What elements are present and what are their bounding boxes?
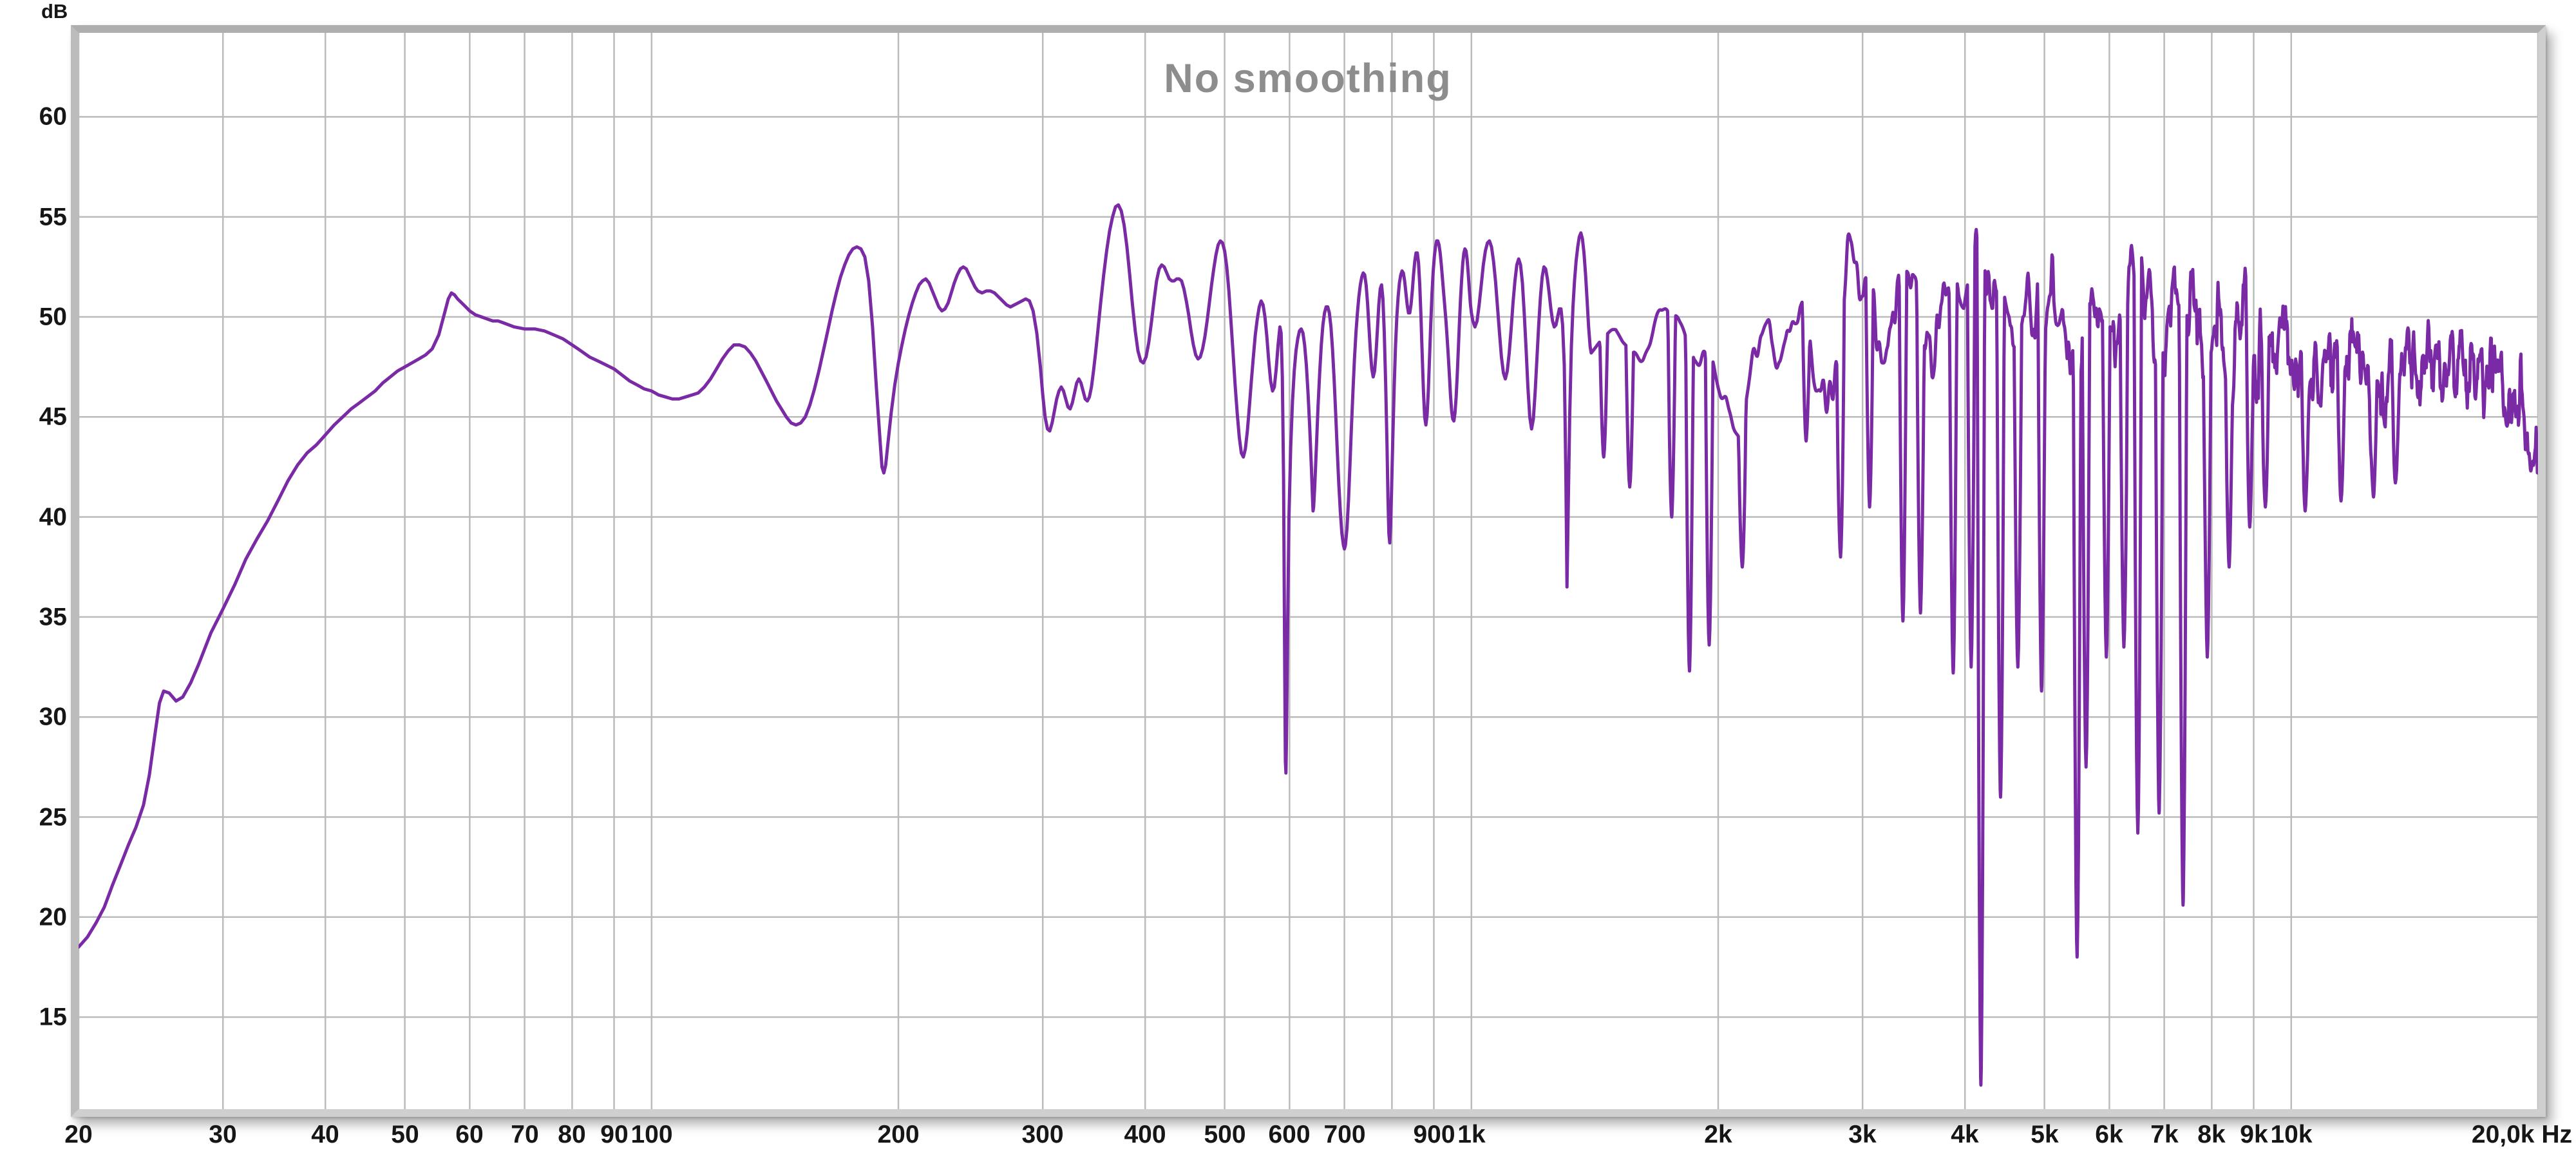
x-tick-label: 100 [630,1121,673,1148]
y-tick-label: 30 [39,703,67,731]
y-tick-label: 20 [39,903,67,931]
x-tick-label: 4k [1951,1121,1979,1148]
x-tick-label: 20 [64,1121,93,1148]
x-tick-label: 2k [1704,1121,1732,1148]
x-tick-label: 50 [391,1121,419,1148]
y-axis-unit-label: dB [41,0,68,23]
x-tick-label: 200 [877,1121,920,1148]
x-tick-label: 20,0k Hz [2471,1121,2572,1148]
x-tick-label: 7k [2150,1121,2179,1148]
y-tick-label: 15 [39,1003,67,1031]
x-tick-label: 300 [1021,1121,1064,1148]
x-tick-label: 70 [511,1121,539,1148]
x-tick-label: 90 [600,1121,629,1148]
y-tick-label: 45 [39,403,67,431]
y-tick-label: 50 [39,303,67,331]
x-tick-label: 40 [311,1121,339,1148]
x-tick-label: 60 [455,1121,484,1148]
x-tick-label: 400 [1124,1121,1166,1148]
x-tick-label: 3k [1848,1121,1877,1148]
y-tick-label: 55 [39,203,67,231]
x-tick-label: 8k [2197,1121,2226,1148]
y-tick-label: 35 [39,603,67,631]
x-tick-label: 10k [2270,1121,2313,1148]
plot-svg: No smoothing [79,33,2538,1109]
chart-title: No smoothing [1164,56,1452,101]
response-curve [79,203,2538,1087]
x-tick-label: 5k [2031,1121,2059,1148]
x-tick-label: 9k [2240,1121,2268,1148]
y-tick-label: 40 [39,503,67,531]
x-tick-label: 6k [2095,1121,2123,1148]
x-tick-label: 900 [1413,1121,1455,1148]
x-tick-label: 500 [1204,1121,1246,1148]
x-tick-label: 600 [1268,1121,1311,1148]
x-tick-label: 30 [209,1121,237,1148]
y-tick-label: 60 [39,102,67,131]
x-tick-label: 80 [558,1121,586,1148]
y-tick-label: 25 [39,803,67,832]
grid [79,33,2538,1109]
x-tick-label: 1k [1457,1121,1486,1148]
plot-frame: No smoothing [71,25,2546,1117]
x-tick-label: 700 [1323,1121,1366,1148]
